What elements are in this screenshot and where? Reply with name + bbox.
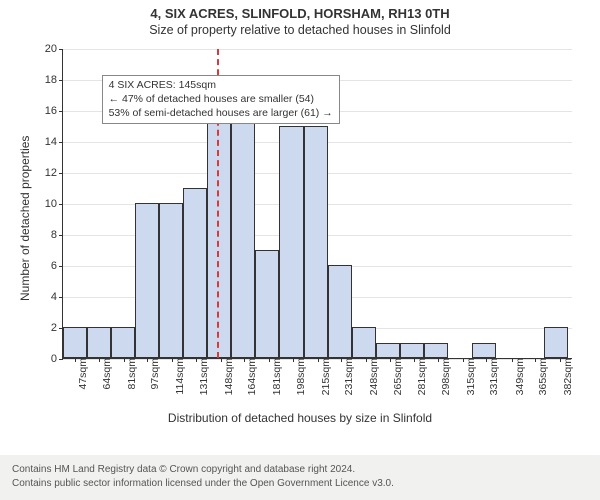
x-tick-label: 131sqm bbox=[192, 358, 210, 395]
bar bbox=[472, 343, 496, 359]
x-tick-label: 215sqm bbox=[314, 358, 332, 395]
gridline-h bbox=[63, 49, 572, 50]
x-axis-label: Distribution of detached houses by size … bbox=[0, 411, 600, 425]
bar bbox=[87, 327, 111, 358]
y-tick-label: 14 bbox=[45, 136, 63, 148]
bar bbox=[231, 110, 255, 358]
y-tick-label: 6 bbox=[51, 260, 63, 272]
bar bbox=[63, 327, 87, 358]
bar bbox=[159, 203, 183, 358]
x-tick-label: 148sqm bbox=[217, 358, 235, 395]
bar bbox=[255, 250, 279, 359]
x-tick-label: 349sqm bbox=[508, 358, 526, 395]
bar bbox=[207, 110, 231, 358]
x-tick-label: 248sqm bbox=[362, 358, 380, 395]
bar bbox=[424, 343, 448, 359]
y-tick-label: 10 bbox=[45, 198, 63, 210]
x-tick-label: 315sqm bbox=[459, 358, 477, 395]
x-tick-label: 298sqm bbox=[434, 358, 452, 395]
x-tick-label: 47sqm bbox=[71, 358, 89, 390]
bar bbox=[400, 343, 424, 359]
y-tick-label: 8 bbox=[51, 229, 63, 241]
chart-title-main: 4, SIX ACRES, SLINFOLD, HORSHAM, RH13 0T… bbox=[0, 0, 600, 21]
footer: Contains HM Land Registry data © Crown c… bbox=[0, 455, 600, 500]
bar bbox=[279, 126, 303, 359]
footer-line1: Contains HM Land Registry data © Crown c… bbox=[12, 463, 588, 477]
x-tick-label: 281sqm bbox=[410, 358, 428, 395]
bar bbox=[544, 327, 568, 358]
footer-line2: Contains public sector information licen… bbox=[12, 477, 588, 491]
y-tick-label: 16 bbox=[45, 105, 63, 117]
bar bbox=[376, 343, 400, 359]
x-tick-label: 265sqm bbox=[386, 358, 404, 395]
x-tick-label: 198sqm bbox=[289, 358, 307, 395]
bar bbox=[111, 327, 135, 358]
x-tick-label: 81sqm bbox=[120, 358, 138, 390]
x-tick-label: 382sqm bbox=[556, 358, 574, 395]
plot-area: 0246810121416182047sqm64sqm81sqm97sqm114… bbox=[62, 49, 572, 359]
x-tick-label: 365sqm bbox=[531, 358, 549, 395]
y-tick-label: 20 bbox=[45, 43, 63, 55]
x-tick-label: 164sqm bbox=[240, 358, 258, 395]
y-tick-label: 4 bbox=[51, 291, 63, 303]
annotation-line2: ← 47% of detached houses are smaller (54… bbox=[109, 93, 333, 107]
x-tick-label: 64sqm bbox=[95, 358, 113, 390]
annotation-box: 4 SIX ACRES: 145sqm ← 47% of detached ho… bbox=[102, 75, 340, 124]
x-tick-label: 181sqm bbox=[265, 358, 283, 395]
bar bbox=[135, 203, 159, 358]
y-tick-label: 0 bbox=[51, 353, 63, 365]
chart-title-sub: Size of property relative to detached ho… bbox=[0, 21, 600, 41]
x-tick-label: 231sqm bbox=[337, 358, 355, 395]
x-tick-label: 97sqm bbox=[143, 358, 161, 390]
y-tick-label: 18 bbox=[45, 74, 63, 86]
annotation-line1: 4 SIX ACRES: 145sqm bbox=[109, 79, 333, 93]
y-tick-label: 2 bbox=[51, 322, 63, 334]
y-tick-label: 12 bbox=[45, 167, 63, 179]
annotation-line3: 53% of semi-detached houses are larger (… bbox=[109, 107, 333, 121]
x-tick-label: 331sqm bbox=[482, 358, 500, 395]
bar bbox=[183, 188, 207, 359]
bar bbox=[328, 265, 352, 358]
y-axis-label: Number of detached properties bbox=[18, 136, 32, 301]
bar bbox=[304, 126, 328, 359]
x-tick-label: 114sqm bbox=[168, 358, 186, 395]
bar bbox=[352, 327, 376, 358]
chart-wrap: Number of detached properties 0246810121… bbox=[0, 41, 600, 431]
